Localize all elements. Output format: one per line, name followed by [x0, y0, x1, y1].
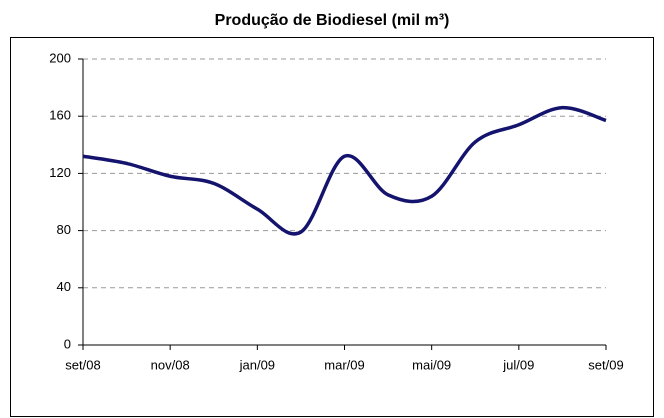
y-tick-label: 120 [49, 165, 71, 180]
x-tick-label: set/08 [65, 357, 100, 372]
x-tick-label: jan/09 [239, 357, 275, 372]
x-tick-label: set/09 [588, 357, 623, 372]
y-tick-label: 160 [49, 108, 71, 123]
x-tick-label: nov/08 [151, 357, 190, 372]
chart-frame [10, 37, 654, 417]
y-tick-label: 200 [49, 50, 71, 65]
x-tick-label: jul/09 [502, 357, 534, 372]
chart-title: Produção de Biodiesel (mil m³) [215, 12, 450, 29]
y-tick-label: 80 [57, 222, 71, 237]
x-tick-label: mar/09 [324, 357, 364, 372]
data-line [82, 105, 607, 236]
x-tick-label: mai/09 [412, 357, 451, 372]
y-tick-label: 0 [64, 336, 71, 351]
y-tick-label: 40 [57, 279, 71, 294]
